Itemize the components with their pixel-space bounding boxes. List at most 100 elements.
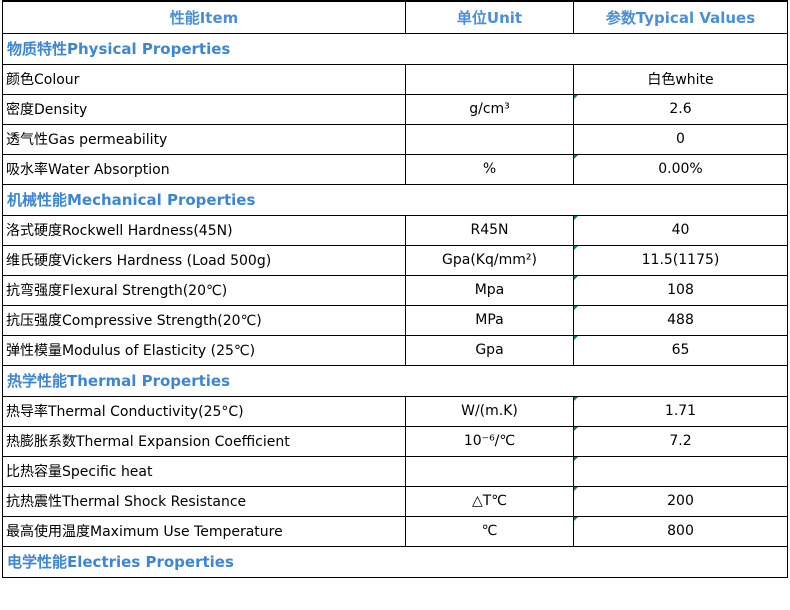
value-cell[interactable]: 11.5(1175) (573, 244, 788, 276)
cell-comment-marker-icon (574, 246, 579, 251)
unit-text: % (482, 161, 497, 177)
value-cell[interactable]: 200 (573, 485, 788, 517)
value-cell[interactable]: 40 (573, 214, 788, 246)
unit-cell[interactable]: MPa (405, 304, 574, 336)
value-cell[interactable]: 108 (573, 274, 788, 306)
property-row: 弹性模量Modulus of Elasticity (25℃) Gpa 65 (2, 334, 788, 366)
property-row: 热膨胀系数Thermal Expansion Coefficient 10⁻⁶/℃… (2, 425, 788, 457)
property-name-cell[interactable]: 颜色Colour (2, 63, 406, 95)
unit-cell[interactable]: ℃ (405, 515, 574, 547)
property-row: 颜色Colour 白色white (2, 63, 788, 95)
header-row: 性能Item 单位Unit 参数Typical Values (2, 0, 788, 34)
cell-comment-marker-icon (574, 276, 579, 281)
property-name-cell[interactable]: 比热容量Specific heat (2, 455, 406, 487)
property-row: 抗热震性Thermal Shock Resistance △T℃ 200 (2, 485, 788, 517)
property-name-cell[interactable]: 热膨胀系数Thermal Expansion Coefficient (2, 425, 406, 457)
unit-text: △T℃ (471, 493, 508, 509)
section-row: 机械性能Mechanical Properties (2, 183, 788, 216)
section-title[interactable]: 热学性能Thermal Properties (2, 364, 788, 397)
property-name-cell[interactable]: 热导率Thermal Conductivity(25°C) (2, 395, 406, 427)
value-text: 1.71 (664, 403, 697, 419)
property-row: 密度Density g/cm³ 2.6 (2, 93, 788, 125)
unit-cell[interactable]: △T℃ (405, 485, 574, 517)
unit-text: R45N (470, 222, 509, 238)
value-text: 7.2 (669, 433, 692, 449)
properties-table: 性能Item 单位Unit 参数Typical Values 物质特性Physi… (2, 0, 788, 578)
cell-comment-marker-icon (574, 336, 579, 341)
property-name-cell[interactable]: 抗热震性Thermal Shock Resistance (2, 485, 406, 517)
value-text: 108 (667, 282, 694, 298)
header-unit[interactable]: 单位Unit (405, 0, 574, 34)
property-row: 热导率Thermal Conductivity(25°C) W/(m.K) 1.71 (2, 395, 788, 427)
section-row: 电学性能Electries Properties (2, 545, 788, 578)
unit-text: Mpa (474, 282, 505, 298)
value-text: 65 (671, 342, 690, 358)
cell-comment-marker-icon (574, 427, 579, 432)
value-cell[interactable] (573, 455, 788, 487)
section-title[interactable]: 物质特性Physical Properties (2, 32, 788, 65)
value-text: 白色white (647, 72, 714, 88)
property-name-cell[interactable]: 最高使用温度Maximum Use Temperature (2, 515, 406, 547)
value-text: 40 (671, 222, 690, 238)
unit-cell[interactable]: % (405, 153, 574, 185)
unit-cell[interactable]: Gpa (405, 334, 574, 366)
property-name-cell[interactable]: 抗弯强度Flexural Strength(20℃) (2, 274, 406, 306)
property-row: 抗压强度Compressive Strength(20℃) MPa 488 (2, 304, 788, 336)
value-text: 0 (676, 131, 685, 147)
cell-comment-marker-icon (574, 457, 579, 462)
cell-comment-marker-icon (574, 155, 579, 160)
unit-cell[interactable] (405, 455, 574, 487)
value-text: 11.5(1175) (641, 252, 720, 268)
unit-text: Gpa(Kq/mm²) (442, 252, 537, 268)
value-text: 0.00% (658, 161, 703, 177)
value-cell[interactable]: 65 (573, 334, 788, 366)
unit-text: MPa (475, 312, 504, 328)
unit-cell[interactable]: g/cm³ (405, 93, 574, 125)
section-title[interactable]: 电学性能Electries Properties (2, 545, 788, 578)
cell-comment-marker-icon (574, 95, 579, 100)
value-cell[interactable]: 800 (573, 515, 788, 547)
property-name-cell[interactable]: 洛式硬度Rockwell Hardness(45N) (2, 214, 406, 246)
cell-comment-marker-icon (574, 397, 579, 402)
property-row: 最高使用温度Maximum Use Temperature ℃ 800 (2, 515, 788, 547)
unit-cell[interactable]: Gpa(Kq/mm²) (405, 244, 574, 276)
value-text: 800 (667, 523, 694, 539)
value-text: 2.6 (669, 101, 692, 117)
unit-cell[interactable]: W/(m.K) (405, 395, 574, 427)
value-text: 488 (667, 312, 694, 328)
property-row: 比热容量Specific heat (2, 455, 788, 487)
value-cell[interactable]: 1.71 (573, 395, 788, 427)
property-name-cell[interactable]: 维氏硬度Vickers Hardness (Load 500g) (2, 244, 406, 276)
unit-text: ℃ (481, 523, 498, 539)
unit-cell[interactable] (405, 63, 574, 95)
unit-cell[interactable] (405, 123, 574, 155)
section-row: 物质特性Physical Properties (2, 32, 788, 65)
section-title[interactable]: 机械性能Mechanical Properties (2, 183, 788, 216)
property-name-cell[interactable]: 透气性Gas permeability (2, 123, 406, 155)
cell-comment-marker-icon (574, 216, 579, 221)
value-cell[interactable]: 488 (573, 304, 788, 336)
header-value[interactable]: 参数Typical Values (573, 0, 788, 34)
property-name-cell[interactable]: 弹性模量Modulus of Elasticity (25℃) (2, 334, 406, 366)
value-cell[interactable]: 白色white (573, 63, 788, 95)
property-name-cell[interactable]: 密度Density (2, 93, 406, 125)
property-row: 洛式硬度Rockwell Hardness(45N) R45N 40 (2, 214, 788, 246)
unit-cell[interactable]: 10⁻⁶/℃ (405, 425, 574, 457)
unit-cell[interactable]: Mpa (405, 274, 574, 306)
property-row: 抗弯强度Flexural Strength(20℃) Mpa 108 (2, 274, 788, 306)
property-row: 吸水率Water Absorption% 0.00% (2, 153, 788, 185)
header-item[interactable]: 性能Item (2, 0, 406, 34)
unit-cell[interactable]: R45N (405, 214, 574, 246)
value-cell[interactable]: 0 (573, 123, 788, 155)
value-cell[interactable]: 7.2 (573, 425, 788, 457)
unit-text: g/cm³ (469, 101, 510, 117)
section-row: 热学性能Thermal Properties (2, 364, 788, 397)
value-cell[interactable]: 0.00% (573, 153, 788, 185)
value-cell[interactable]: 2.6 (573, 93, 788, 125)
property-name-cell[interactable]: 吸水率Water Absorption (2, 153, 406, 185)
property-row: 维氏硬度Vickers Hardness (Load 500g) Gpa(Kq/m… (2, 244, 788, 276)
cell-comment-marker-icon (574, 487, 579, 492)
value-text: 200 (667, 493, 694, 509)
property-name-cell[interactable]: 抗压强度Compressive Strength(20℃) (2, 304, 406, 336)
